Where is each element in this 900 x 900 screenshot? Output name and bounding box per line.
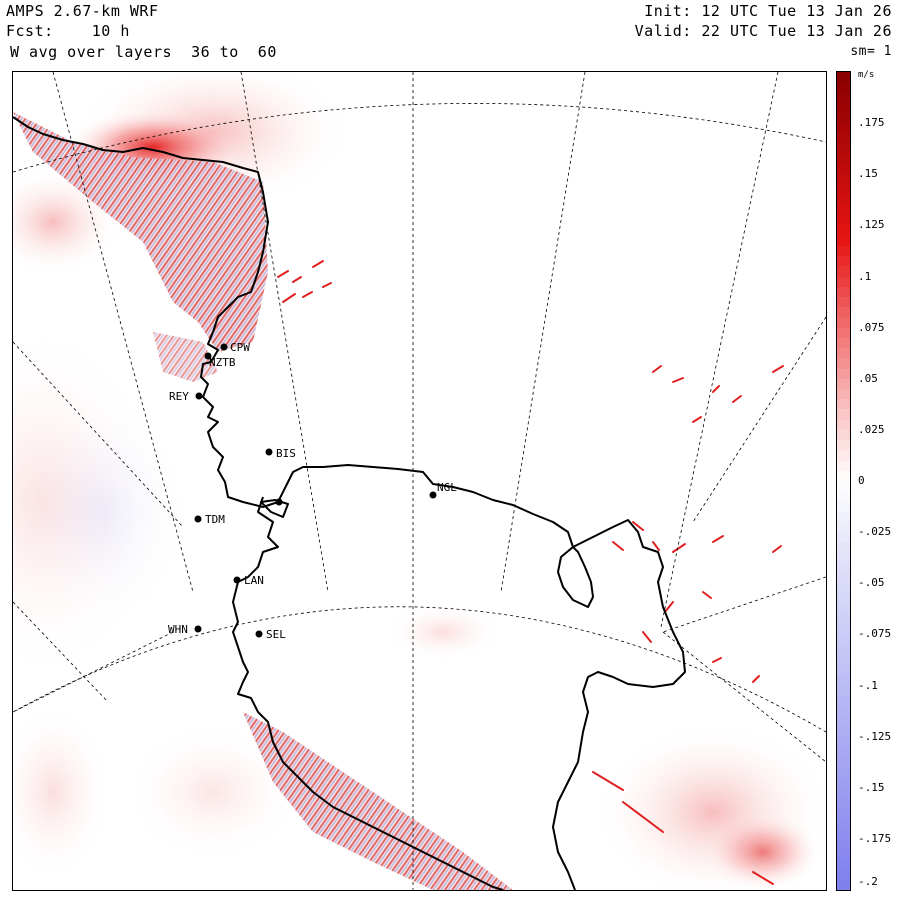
map-panel: CPW NZTB REY BIS TDM LAN: [12, 71, 827, 891]
wave-streaks: [277, 260, 784, 885]
colorbar-tick-label: -.125: [858, 729, 892, 743]
colorbar-tick-label: .075: [858, 320, 885, 334]
colorbar-tick-label: .05: [858, 371, 878, 385]
station-rey: REY: [169, 390, 203, 403]
svg-text:CPW: CPW: [230, 341, 250, 354]
station-lan: LAN: [233, 574, 264, 587]
colorbar-tick-label: -.15: [858, 780, 885, 794]
station-cpw: CPW: [220, 341, 250, 354]
colorbar-tick-label: .025: [858, 422, 885, 436]
colorbar-tick-label: .15: [858, 167, 878, 181]
colorbar: [836, 71, 851, 891]
colorbar-tick-label: -.175: [858, 831, 892, 845]
colorbar-unit: m/s: [858, 70, 875, 80]
colorbar-tick-label: 0: [858, 474, 865, 487]
colorbar-tick-label: .125: [858, 218, 885, 232]
svg-text:NGL: NGL: [437, 481, 457, 494]
colorbar-segment: [837, 879, 850, 890]
svg-text:TDM: TDM: [205, 513, 225, 526]
station-tdm: TDM: [194, 513, 225, 526]
station-sel: SEL: [255, 628, 286, 641]
colorbar-tick-label: -.025: [858, 525, 892, 539]
svg-text:BIS: BIS: [276, 447, 296, 460]
model-title: AMPS 2.67-km WRF: [6, 2, 159, 20]
valid-time: Valid: 22 UTC Tue 13 Jan 26: [634, 22, 892, 40]
colorbar-tick-label: .175: [858, 116, 885, 130]
station-ngl: NGL: [429, 481, 457, 499]
init-time: Init: 12 UTC Tue 13 Jan 26: [644, 2, 892, 20]
colorbar-tick-label: -.05: [858, 576, 885, 590]
smoothing-label: sm= 1: [850, 44, 892, 59]
forecast-hour: Fcst: 10 h: [6, 22, 130, 40]
colorbar-tick-label: -.1: [858, 678, 878, 692]
station-nztb: NZTB: [204, 352, 236, 369]
colorbar-tick-label: -.075: [858, 627, 892, 641]
svg-text:SEL: SEL: [266, 628, 286, 641]
colorbar-tick-label: .1: [858, 269, 872, 283]
svg-text:NZTB: NZTB: [209, 356, 236, 369]
svg-text:LAN: LAN: [244, 574, 264, 587]
colorbar-tick-label: -.2: [858, 875, 878, 888]
svg-text:REY: REY: [169, 390, 189, 403]
coastline: [13, 116, 686, 890]
w-field-shading: [13, 72, 826, 890]
station-bis: BIS: [265, 447, 296, 460]
map-canvas: CPW NZTB REY BIS TDM LAN: [13, 72, 826, 890]
station-markers: CPW NZTB REY BIS TDM LAN: [168, 341, 457, 641]
station-whn: WHN: [168, 623, 202, 636]
field-description: W avg over layers 36 to 60: [10, 43, 277, 61]
svg-text:WHN: WHN: [168, 623, 188, 636]
station-marker-unlabeled: [275, 498, 283, 506]
